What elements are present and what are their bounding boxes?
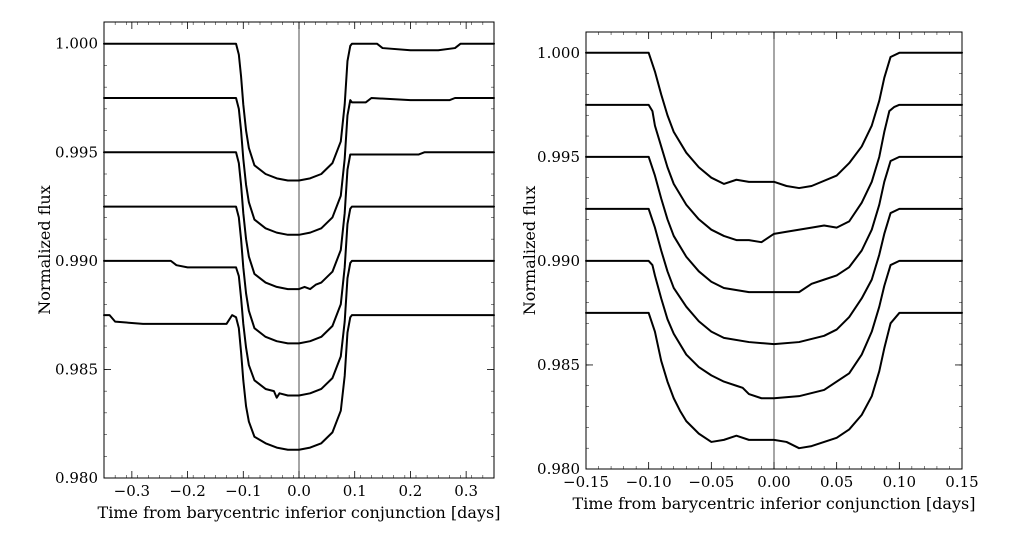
y-tick-label: 0.990 bbox=[537, 252, 580, 270]
x-tick-label: 0.2 bbox=[398, 482, 422, 500]
y-tick-label: 0.995 bbox=[537, 148, 580, 166]
light-curve-6 bbox=[103, 314, 495, 451]
light-curve-5 bbox=[585, 259, 963, 400]
x-tick-label: −0.3 bbox=[114, 482, 150, 500]
light-curve-6 bbox=[585, 311, 963, 450]
y-tick-label: 0.990 bbox=[55, 252, 98, 270]
y-tick-label: 0.995 bbox=[55, 143, 98, 161]
x-tick-label: 0.3 bbox=[454, 482, 478, 500]
light-curve-1 bbox=[585, 51, 963, 190]
x-tick-label: 0.00 bbox=[757, 473, 790, 491]
right-panel: −0.15 −0.10 −0.05 0.00 0.05 0.10 0.15 0.980 0.98… bbox=[520, 31, 979, 513]
y-tick-label: 1.000 bbox=[55, 35, 98, 53]
x-axis-label: Time from barycentric inferior conjuncti… bbox=[573, 494, 976, 513]
light-curve-2 bbox=[585, 103, 963, 244]
y-tick-label: 0.980 bbox=[55, 469, 98, 487]
light-curve-4 bbox=[585, 207, 963, 346]
x-tick-label: −0.10 bbox=[626, 473, 672, 491]
y-tick-label: 1.000 bbox=[537, 44, 580, 62]
x-tick-label: −0.1 bbox=[225, 482, 261, 500]
y-tick-label: 0.985 bbox=[55, 360, 98, 378]
light-curve-3 bbox=[585, 155, 963, 294]
y-tick-label: 0.985 bbox=[537, 356, 580, 374]
x-tick-label: 0.0 bbox=[287, 482, 311, 500]
light-curve-3 bbox=[103, 151, 495, 291]
x-tick-label: −0.15 bbox=[563, 473, 609, 491]
light-curve-2 bbox=[103, 97, 495, 236]
x-tick-label: 0.1 bbox=[343, 482, 367, 500]
x-tick-label: −0.05 bbox=[688, 473, 734, 491]
x-tick-label: 0.05 bbox=[820, 473, 853, 491]
y-axis-label: Normalized flux bbox=[35, 185, 54, 314]
light-curve-4 bbox=[103, 205, 495, 345]
x-tick-label: 0.15 bbox=[945, 473, 978, 491]
x-tick-label: −0.2 bbox=[169, 482, 205, 500]
x-axis-label: Time from barycentric inferior conjuncti… bbox=[98, 503, 501, 522]
light-curve-1 bbox=[103, 42, 495, 182]
x-tick-label: 0.10 bbox=[883, 473, 916, 491]
y-tick-label: 0.980 bbox=[537, 460, 580, 478]
y-axis-label: Normalized flux bbox=[520, 186, 539, 315]
light-curve-5 bbox=[103, 259, 495, 399]
left-panel: −0.3 −0.2 −0.1 0.0 0.1 0.2 0.3 0.980 0.985 0.990 0… bbox=[35, 21, 501, 522]
